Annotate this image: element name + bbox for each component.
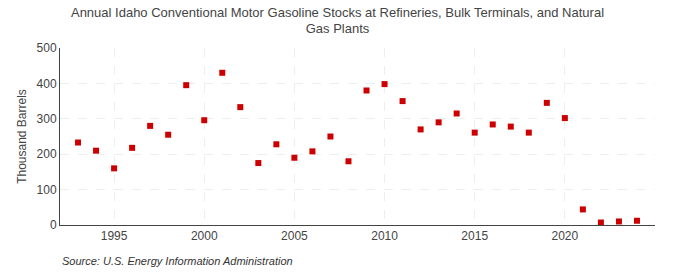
svg-text:100: 100	[37, 183, 57, 197]
svg-text:Thousand Barrels: Thousand Barrels	[15, 89, 29, 184]
svg-text:Annual Idaho Conventional Moto: Annual Idaho Conventional Motor Gasoline…	[71, 5, 604, 37]
svg-text:2015: 2015	[461, 229, 488, 243]
svg-text:300: 300	[37, 112, 57, 126]
svg-text:200: 200	[37, 147, 57, 161]
svg-text:0: 0	[50, 218, 57, 232]
svg-text:2000: 2000	[191, 229, 218, 243]
svg-text:2005: 2005	[281, 229, 308, 243]
svg-text:2010: 2010	[371, 229, 398, 243]
svg-text:500: 500	[37, 41, 57, 55]
svg-text:Source: U.S. Energy Informatio: Source: U.S. Energy Information Administ…	[62, 255, 293, 267]
svg-text:400: 400	[37, 77, 57, 91]
svg-text:2020: 2020	[551, 229, 578, 243]
svg-text:1995: 1995	[101, 229, 128, 243]
